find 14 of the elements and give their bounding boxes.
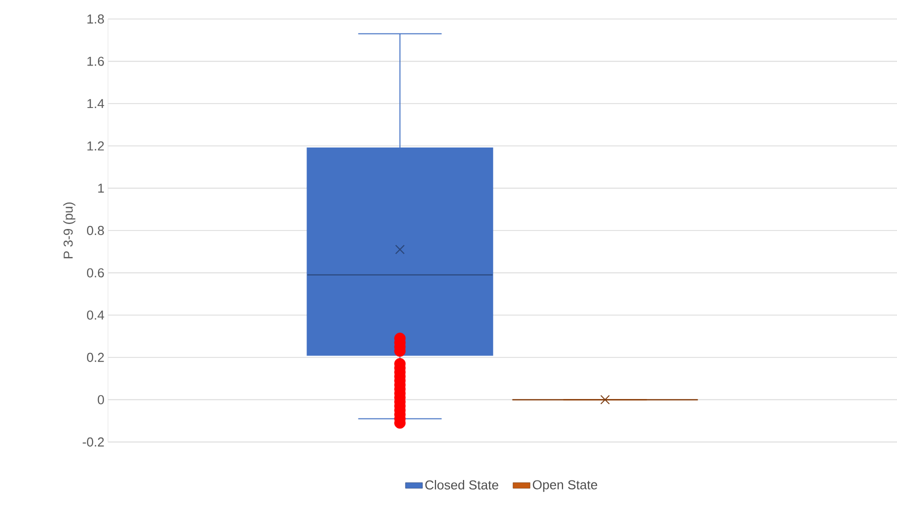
y-axis-title: P 3-9 (pu)	[63, 202, 76, 258]
y-tick-label: 0.8	[86, 226, 104, 236]
legend-label: Closed State	[425, 480, 498, 490]
y-tick-label: -0.2	[82, 437, 104, 447]
y-tick-label: 0.2	[86, 352, 104, 362]
y-tick-label: 1.8	[87, 14, 104, 24]
legend-label: Open State	[532, 480, 598, 492]
y-tick-label: 0.6	[86, 268, 104, 278]
y-tick-label: 0	[98, 395, 104, 404]
y-tick-label: 1.6	[87, 56, 104, 66]
y-tick-label: 1	[98, 184, 104, 193]
y-tick-label: 1.2	[87, 141, 104, 150]
y-tick-label: 0.4	[86, 310, 104, 320]
y-tick-label: 1.4	[87, 99, 104, 108]
